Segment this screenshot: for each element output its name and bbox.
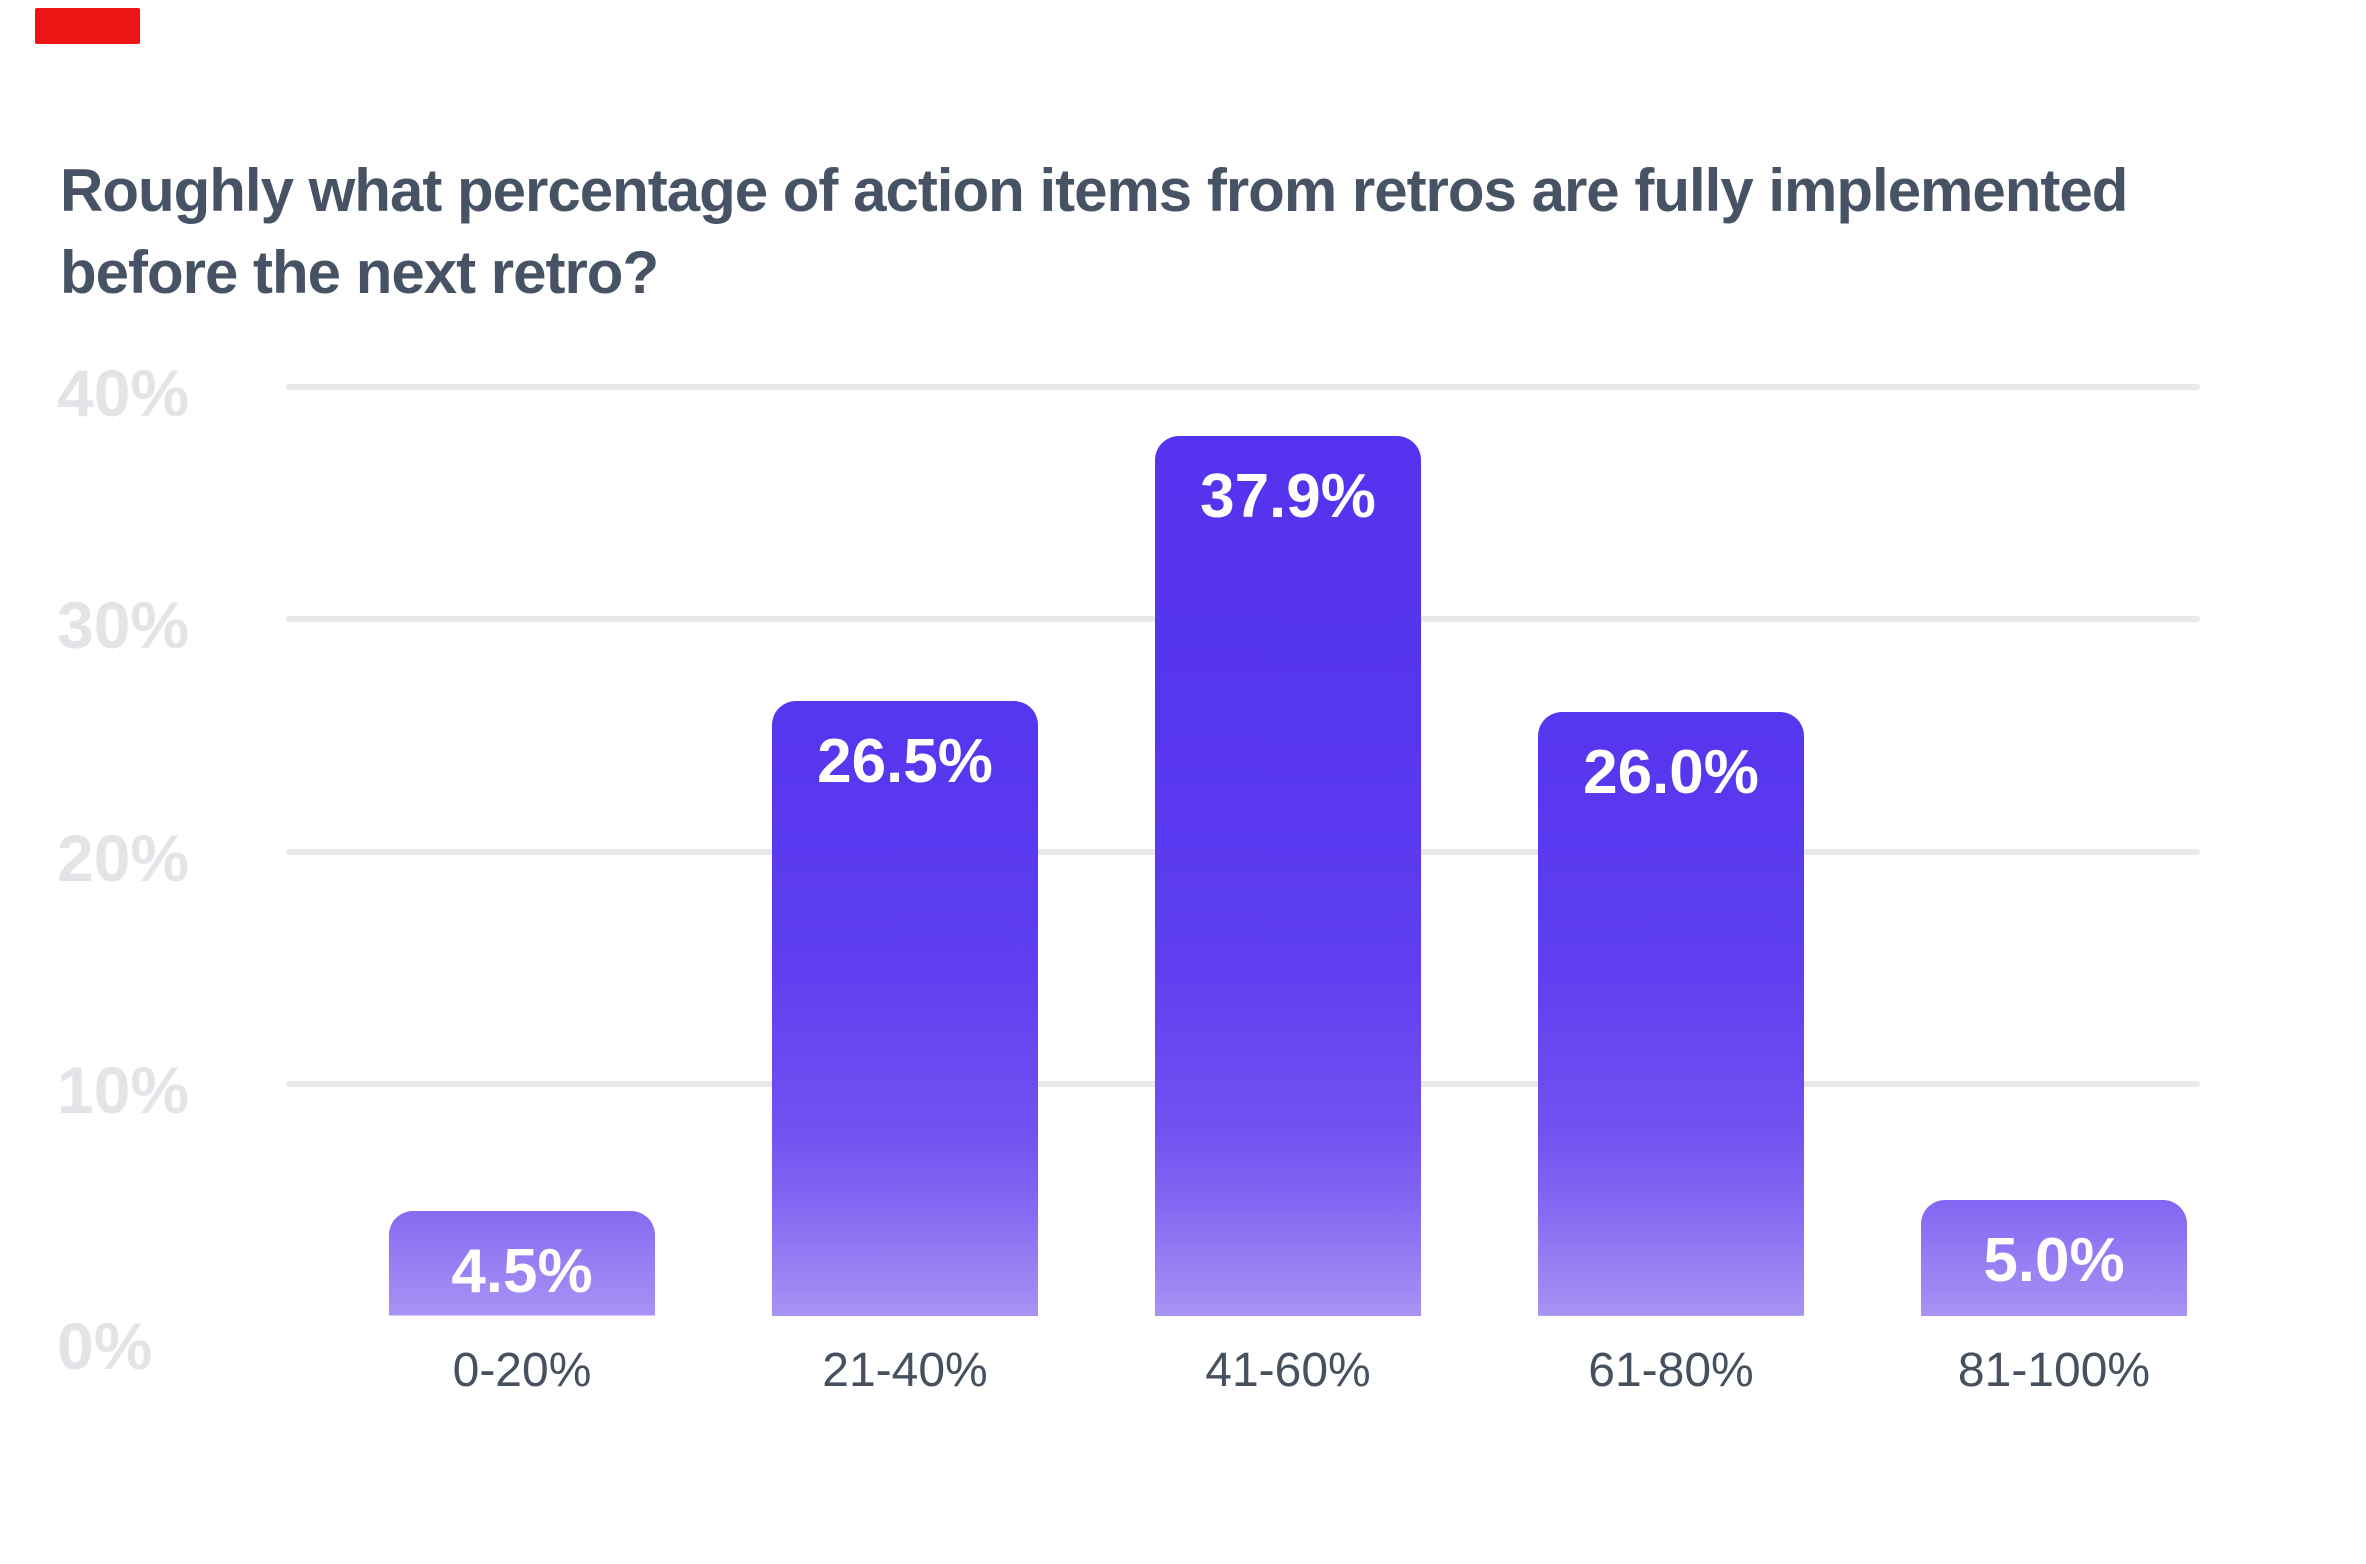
bar-21-40: 26.5% — [772, 700, 1038, 1316]
x-axis-tick-label: 41-60% — [1205, 1344, 1371, 1397]
chart-title-line-2: before the next retro? — [60, 239, 659, 307]
y-axis-tick-label: 20% — [57, 820, 190, 895]
bar-0-20: 4.5% — [389, 1211, 655, 1316]
bar-value-label: 4.5% — [451, 1237, 593, 1307]
x-axis-tick-label: 61-80% — [1588, 1344, 1754, 1397]
chart-title: Roughly what percentage of action items … — [60, 150, 2360, 314]
gridline-40 — [286, 384, 2200, 390]
y-axis-tick-label: 40% — [57, 356, 190, 430]
x-axis-tick-label: 0-20% — [452, 1344, 592, 1397]
y-axis-tick-label: 10% — [57, 1052, 190, 1127]
bar-41-60: 37.9% — [1155, 435, 1421, 1316]
red-marker — [35, 8, 140, 44]
bar-value-label: 26.0% — [1583, 738, 1759, 808]
bar-value-label: 5.0% — [1983, 1225, 2125, 1295]
x-axis-tick-label: 81-100% — [1957, 1344, 2151, 1397]
y-axis-tick-label: 0% — [57, 1309, 153, 1383]
bar-61-80: 26.0% — [1538, 712, 1804, 1316]
chart-title-line-1: Roughly what percentage of action items … — [60, 157, 2128, 225]
bar-value-label: 26.5% — [817, 726, 993, 796]
bar-value-label: 37.9% — [1200, 461, 1376, 531]
bar-81-100: 5.0% — [1921, 1199, 2187, 1316]
x-axis-tick-label: 21-40% — [822, 1344, 988, 1397]
y-axis-tick-label: 30% — [57, 588, 190, 663]
